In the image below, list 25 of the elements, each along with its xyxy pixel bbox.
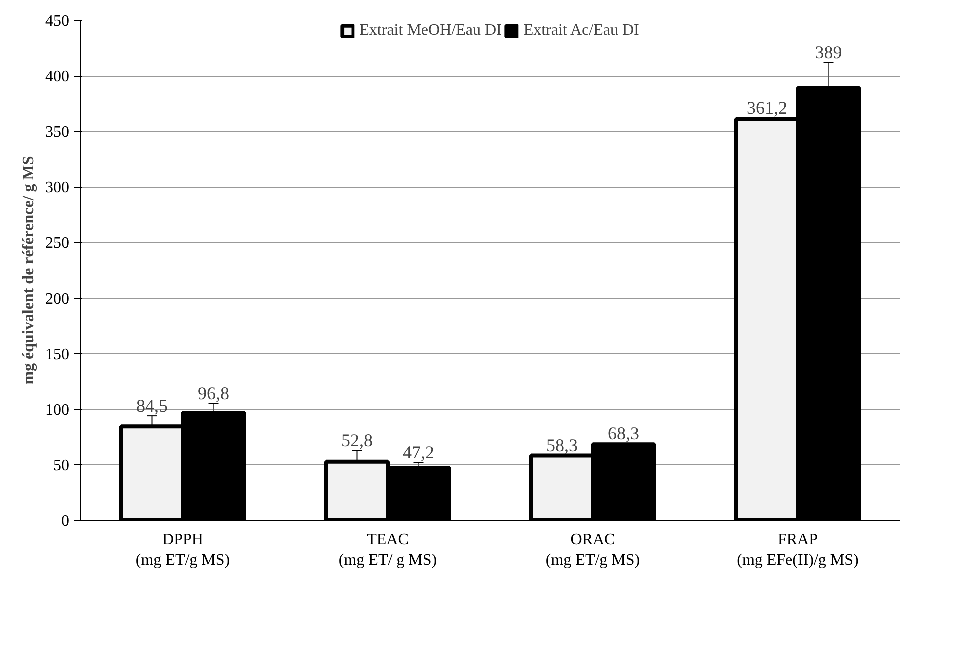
y-tick-label: 450 (46, 13, 70, 30)
y-tick-label: 200 (46, 290, 70, 308)
y-tick-label: 0 (62, 513, 70, 530)
y-tick-label: 400 (46, 68, 70, 86)
data-label: 68,3 (608, 424, 640, 444)
y-tick-label: 50 (54, 457, 70, 474)
x-tick-label: FRAP (mg EFe(II)/g MS) (737, 532, 859, 569)
data-label: 96,8 (198, 384, 230, 404)
data-label: 47,2 (403, 442, 434, 462)
data-label: 84,5 (136, 396, 168, 416)
y-tick-label: 350 (46, 124, 70, 142)
x-tick-label: ORAC (mg ET/g MS) (546, 532, 640, 569)
data-label: 389 (815, 42, 842, 63)
data-label: 361,2 (747, 98, 788, 118)
x-tick-label: TEAC (mg ET/ g MS) (338, 532, 438, 569)
y-tick-label: 250 (46, 235, 70, 252)
legend-label: Extrait MeOH/Eau DI (360, 22, 502, 40)
legend-label: Extrait Ac/Eau DI (524, 22, 640, 40)
data-label: 52,8 (342, 430, 373, 451)
y-tick-label: 300 (46, 180, 70, 197)
y-tick-label: 100 (46, 402, 70, 419)
y-tick-label: 150 (46, 346, 70, 364)
y-axis-title: mg équivalent de référence/ g MS (20, 156, 38, 385)
data-label: 58,3 (546, 436, 578, 456)
x-tick-label: DPPH (mg ET/g MS) (136, 532, 230, 569)
